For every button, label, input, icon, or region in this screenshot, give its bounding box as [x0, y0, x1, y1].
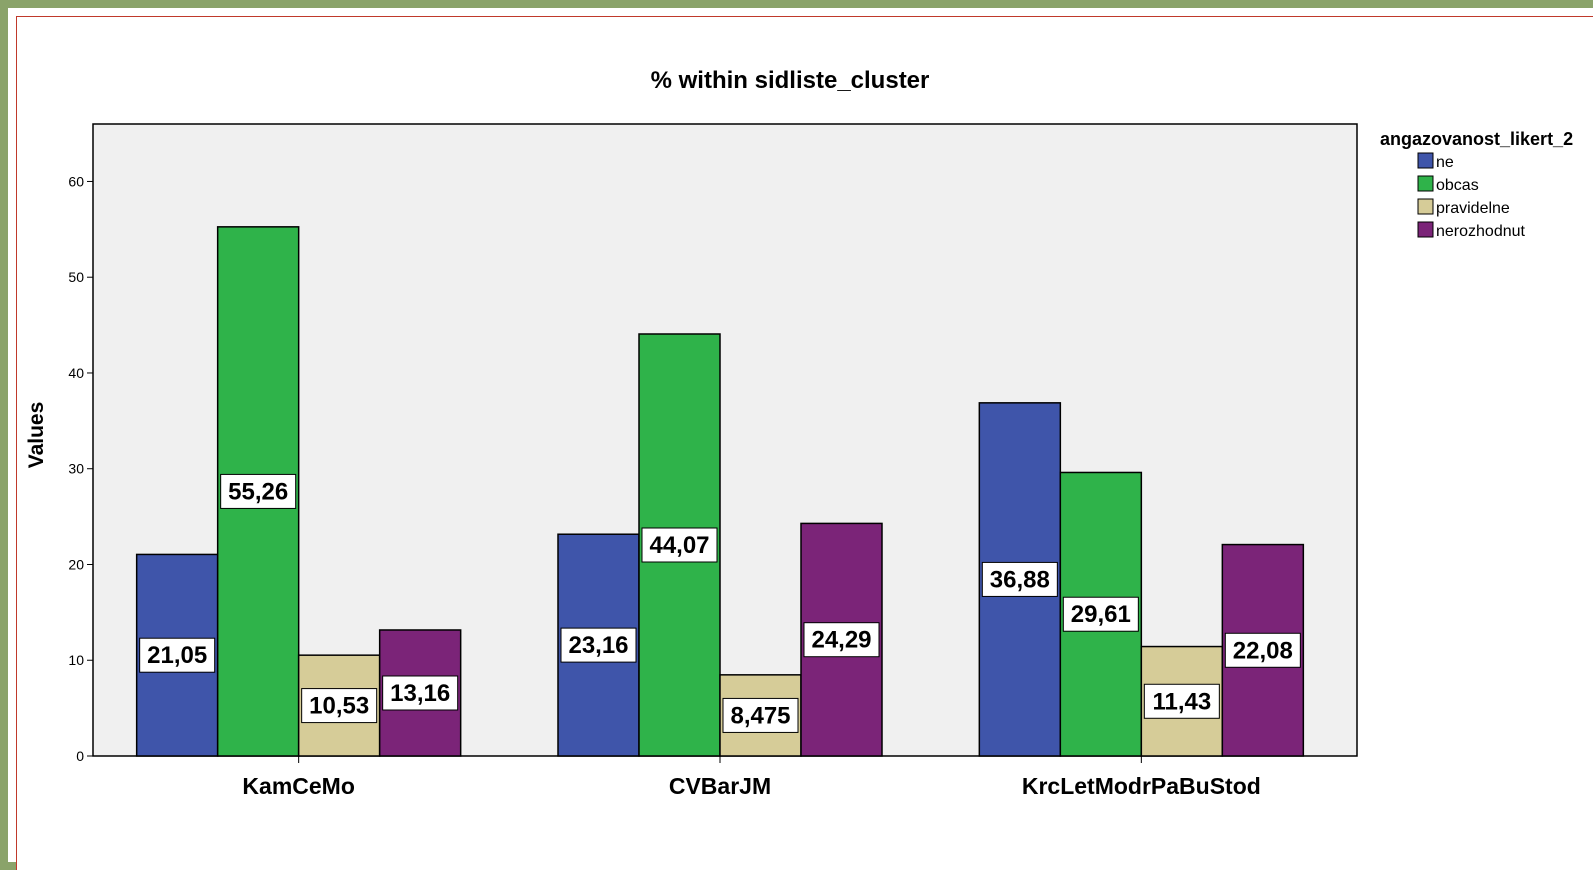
data-label-box [1224, 632, 1301, 668]
legend: angazovanost_likert_2 ne obcas pravidelne n… [1380, 129, 1573, 240]
data-label-box [1062, 596, 1139, 632]
legend-swatch-nerozhodnut [1417, 221, 1434, 238]
y-tick-label: 0 [76, 748, 84, 764]
x-category-label: KrcLetModrPaBuStod [1022, 773, 1261, 799]
data-label: 44,07 [649, 532, 709, 559]
y-axis-label: Values [25, 402, 48, 469]
data-label-box [803, 622, 880, 658]
data-label-box [1143, 683, 1220, 719]
data-label-box [220, 473, 297, 509]
y-axis: 0 10 20 30 40 50 60 [68, 173, 93, 764]
data-label: 24,29 [811, 627, 871, 654]
legend-label-pravidelne: pravidelne [1436, 200, 1510, 217]
data-label: 23,16 [568, 632, 628, 659]
legend-label-ne: ne [1436, 154, 1454, 171]
y-tick-label: 40 [68, 365, 84, 381]
data-label-box [382, 675, 459, 711]
data-label: 29,61 [1071, 601, 1131, 628]
legend-label-nerozhodnut: nerozhodnut [1436, 223, 1526, 240]
legend-swatch-obcas [1417, 175, 1434, 192]
legend-label-obcas: obcas [1436, 177, 1479, 194]
x-axis: KamCeMo CVBarJM KrcLetModrPaBuStod [242, 756, 1261, 799]
legend-title: angazovanost_likert_2 [1380, 129, 1573, 149]
data-label-box [981, 561, 1058, 597]
x-category-label: CVBarJM [669, 773, 771, 799]
data-label-box [641, 527, 718, 563]
y-tick-label: 50 [68, 269, 84, 285]
y-tick-label: 20 [68, 556, 84, 572]
data-label: 21,05 [147, 642, 207, 669]
data-label: 10,53 [309, 693, 369, 720]
data-label: 13,16 [390, 680, 450, 707]
data-label: 8,475 [730, 702, 790, 729]
data-label: 11,43 [1152, 688, 1211, 715]
x-category-label: KamCeMo [242, 773, 354, 799]
legend-swatch-pravidelne [1417, 198, 1434, 215]
chart-title: % within sidliste_cluster [651, 67, 930, 94]
data-label: 36,88 [990, 566, 1050, 593]
y-tick-label: 60 [68, 173, 84, 189]
legend-swatch-ne [1417, 152, 1434, 169]
data-labels-group: 21,05 55,26 10,53 13,16 23,16 44,07 8,475 24,29… [139, 473, 1301, 733]
data-label: 55,26 [228, 478, 288, 505]
data-label-box [560, 627, 637, 663]
y-tick-label: 30 [68, 461, 84, 477]
data-label-box [722, 697, 799, 733]
y-tick-label: 10 [68, 652, 84, 668]
data-label-box [139, 637, 216, 673]
data-label-box [301, 688, 378, 724]
data-label: 22,08 [1233, 637, 1293, 664]
